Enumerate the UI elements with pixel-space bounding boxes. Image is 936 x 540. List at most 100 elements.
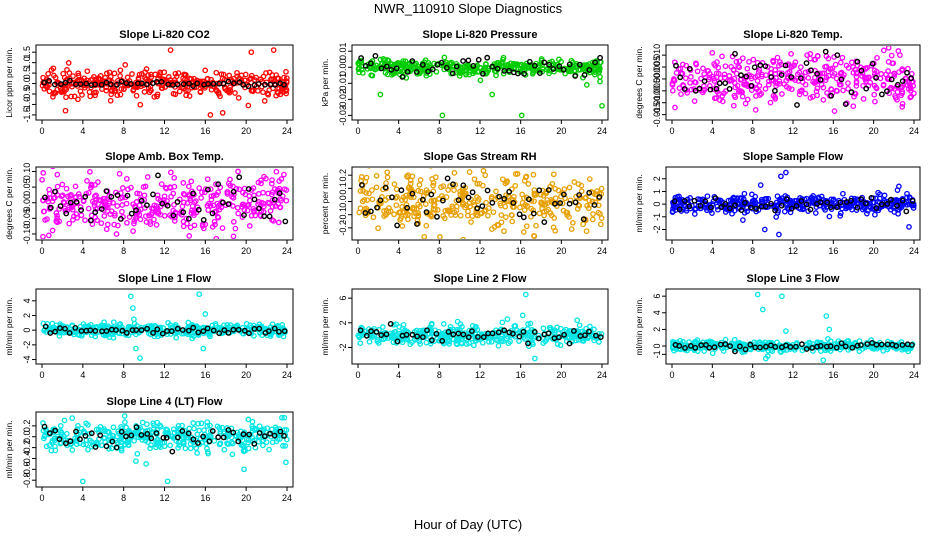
mean-point	[837, 199, 844, 206]
data-point	[682, 75, 689, 82]
data-point	[840, 190, 846, 197]
data-point	[456, 69, 462, 76]
y-tick-label: 0.000	[652, 68, 662, 91]
data-point	[235, 95, 242, 101]
data-point	[188, 178, 195, 185]
data-point	[715, 64, 722, 71]
x-tick-label: 16	[828, 370, 838, 380]
data-point	[850, 64, 856, 70]
data-point	[519, 191, 526, 198]
mean-point	[180, 81, 187, 88]
mean-point	[742, 346, 749, 353]
data-point	[871, 82, 878, 89]
mean-point	[434, 213, 440, 220]
data-point	[493, 72, 499, 79]
data-point	[197, 88, 204, 95]
data-point	[440, 321, 447, 327]
mean-point	[515, 70, 521, 77]
data-point	[111, 221, 118, 228]
data-point	[257, 329, 263, 336]
data-point	[493, 336, 500, 342]
outlier-point	[167, 47, 174, 53]
data-point	[739, 55, 746, 62]
data-point	[458, 68, 465, 75]
mean-point	[82, 193, 89, 200]
panel-title: Slope Li-820 CO2	[119, 29, 209, 41]
mean-point	[438, 59, 445, 66]
data-point	[213, 69, 220, 76]
data-point	[451, 187, 457, 194]
x-axis-label: Hour of Day (UTC)	[413, 517, 523, 532]
data-point	[797, 64, 804, 70]
data-point	[187, 445, 194, 452]
mean-point	[160, 434, 167, 441]
outlier-point	[820, 357, 827, 363]
data-point	[241, 206, 248, 213]
mean-point	[743, 73, 750, 80]
data-point	[759, 73, 765, 80]
x-tick-label: 12	[159, 246, 169, 256]
mean-point	[772, 87, 778, 94]
data-point	[523, 223, 530, 230]
data-point	[812, 79, 819, 85]
mean-point	[703, 341, 709, 348]
data-point	[213, 235, 220, 239]
data-point	[497, 200, 504, 207]
outlier-point	[896, 183, 902, 190]
y-tick-label: 2	[338, 320, 348, 325]
outlier-point	[597, 74, 603, 80]
series-points	[40, 291, 288, 361]
mean-point	[556, 334, 562, 341]
data-point	[44, 84, 50, 91]
mean-point	[41, 79, 47, 86]
data-point	[781, 208, 788, 215]
x-tick-label: 4	[710, 126, 715, 136]
mean-point	[383, 63, 390, 70]
mean-point	[560, 66, 567, 73]
data-point	[40, 233, 46, 239]
mean-point	[256, 430, 263, 436]
data-point	[810, 348, 816, 354]
mean-point	[47, 330, 54, 336]
mean-point	[419, 334, 426, 340]
mean-point	[521, 70, 527, 77]
data-point	[557, 342, 564, 349]
mean-point	[474, 334, 481, 340]
mean-point	[63, 440, 69, 447]
mean-point	[373, 328, 380, 335]
mean-point	[368, 328, 374, 335]
mean-point	[419, 61, 426, 68]
data-point	[860, 82, 866, 89]
data-point	[453, 203, 460, 210]
data-point	[78, 212, 85, 219]
data-point	[525, 181, 532, 187]
data-point	[111, 210, 118, 217]
data-point	[476, 180, 483, 187]
data-point	[470, 342, 477, 349]
data-point	[828, 196, 835, 203]
data-point	[770, 57, 776, 64]
y-tick-label: 2	[652, 327, 662, 332]
mean-point	[261, 213, 268, 220]
data-point	[154, 437, 160, 443]
mean-point	[727, 205, 733, 212]
series-points	[355, 53, 605, 119]
panel-title: Slope Gas Stream RH	[423, 151, 536, 163]
data-point	[430, 182, 436, 189]
data-point	[236, 186, 243, 193]
mean-point	[716, 80, 723, 87]
data-point	[904, 201, 910, 208]
data-point	[672, 194, 679, 201]
mean-point	[494, 65, 501, 72]
x-tick-label: 12	[475, 246, 485, 256]
data-point	[740, 217, 746, 223]
mean-point	[52, 328, 58, 335]
data-point	[853, 73, 860, 80]
data-point	[463, 71, 469, 77]
data-point	[840, 87, 846, 94]
mean-point	[204, 186, 211, 193]
mean-point	[103, 443, 110, 450]
data-point	[180, 180, 187, 186]
mean-point	[271, 325, 278, 332]
x-tick-label: 12	[475, 126, 485, 136]
